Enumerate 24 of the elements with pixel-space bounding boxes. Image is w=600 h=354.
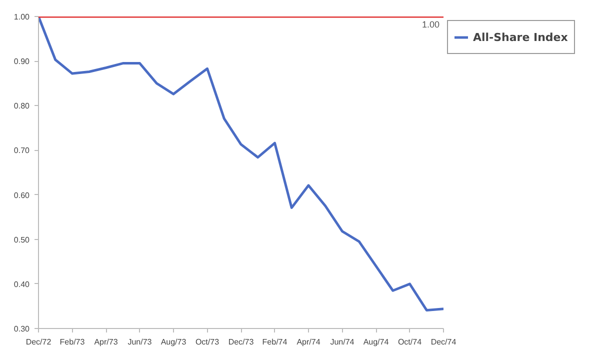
y-tick-label: 0.50	[14, 235, 30, 244]
x-tick-label: Feb/73	[60, 338, 86, 346]
line-series	[38, 16, 444, 312]
x-tick-label: Oct/73	[195, 338, 220, 346]
x-tick-label: Jun/73	[128, 338, 152, 346]
y-tick-label: 0.90	[14, 57, 30, 66]
y-tick-label: 0.30	[14, 324, 30, 334]
y-tick-label: 0.80	[14, 102, 30, 111]
x-tick-label: Apr/74	[296, 338, 321, 346]
y-tick-label: 0.60	[14, 190, 30, 200]
y-tick-label: 0.70	[14, 146, 30, 156]
y-tick-label: 0.40	[14, 280, 30, 289]
x-tick-label: Feb/74	[262, 338, 288, 346]
x-tick-label: Oct/74	[398, 338, 422, 346]
x-tick-label: Dec/73	[228, 338, 254, 346]
x-tick-label: Jun/74	[330, 338, 355, 346]
legend-label: All-Share Index	[473, 30, 568, 44]
x-tick-label: Dec/74	[430, 338, 457, 346]
x-tick-label: Apr/73	[94, 338, 118, 346]
ref-line-label: 1.00	[422, 20, 440, 30]
x-tick-label: Aug/73	[160, 338, 187, 346]
x-tick-label: Aug/74	[363, 338, 390, 346]
x-tick-label: Dec/72	[26, 338, 52, 346]
y-tick-label: 1.00	[14, 12, 30, 22]
